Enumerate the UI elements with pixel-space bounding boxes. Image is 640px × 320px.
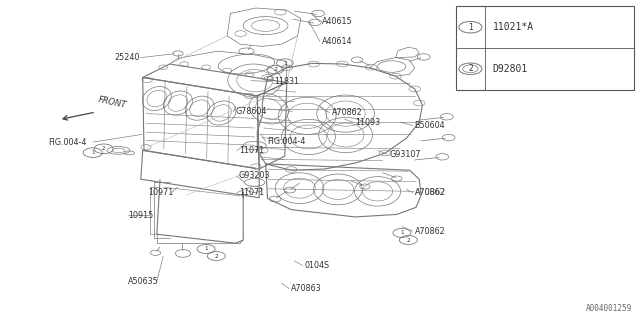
Text: A40614: A40614 <box>322 37 353 46</box>
Text: A50635: A50635 <box>128 277 159 286</box>
Text: 1: 1 <box>91 150 95 155</box>
Text: 2: 2 <box>468 64 473 73</box>
Text: FIG.004-4: FIG.004-4 <box>268 137 306 146</box>
Text: G93107: G93107 <box>389 150 420 159</box>
Bar <box>456 6 634 90</box>
Text: 2: 2 <box>214 253 218 259</box>
Text: 1: 1 <box>204 246 208 252</box>
Text: D92801: D92801 <box>493 64 528 74</box>
Text: A70862: A70862 <box>415 188 445 197</box>
Text: A70862: A70862 <box>332 108 362 117</box>
Text: A40615: A40615 <box>322 17 353 26</box>
Text: 11071: 11071 <box>239 146 264 155</box>
Text: FIG.004-4: FIG.004-4 <box>48 138 86 147</box>
Text: 10971: 10971 <box>148 188 173 197</box>
Text: 11071: 11071 <box>239 188 264 197</box>
Text: 2: 2 <box>406 237 410 243</box>
Text: A70863: A70863 <box>291 284 322 293</box>
Text: G78604: G78604 <box>236 108 267 116</box>
Text: 11021*A: 11021*A <box>493 22 534 32</box>
Text: 1: 1 <box>283 60 287 66</box>
Text: FRONT: FRONT <box>97 95 127 109</box>
Text: A70B62: A70B62 <box>415 188 446 197</box>
Text: 11093: 11093 <box>355 118 380 127</box>
Text: A004001259: A004001259 <box>586 304 632 313</box>
Text: 1: 1 <box>468 23 473 32</box>
Text: 1: 1 <box>400 230 404 236</box>
Text: G93203: G93203 <box>239 172 270 180</box>
Text: 2: 2 <box>102 146 106 151</box>
Text: 11831: 11831 <box>274 77 299 86</box>
Text: 0104S: 0104S <box>305 261 330 270</box>
Text: A70862: A70862 <box>415 188 445 197</box>
Text: 2: 2 <box>273 67 277 72</box>
Text: A70862: A70862 <box>415 227 445 236</box>
Text: 10915: 10915 <box>128 211 153 220</box>
Text: B50604: B50604 <box>415 121 445 130</box>
Text: 25240: 25240 <box>114 53 140 62</box>
